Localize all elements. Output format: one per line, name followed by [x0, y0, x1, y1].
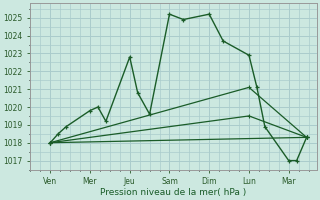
X-axis label: Pression niveau de la mer( hPa ): Pression niveau de la mer( hPa )	[100, 188, 247, 197]
